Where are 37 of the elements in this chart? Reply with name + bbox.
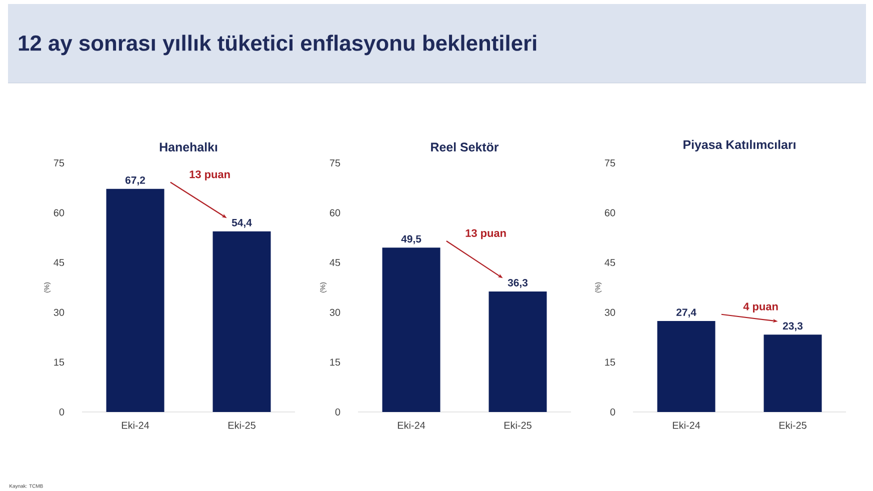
y-tick-label: 60 [54, 209, 64, 216]
y-tick-label: 15 [605, 358, 616, 366]
annotation: 13 puan [190, 170, 230, 180]
x-tick-label: Eki-25 [779, 422, 806, 429]
y-tick-label: 75 [54, 160, 64, 166]
x-tick-label: Eki-24 [672, 422, 700, 429]
y-tick-label: 30 [330, 308, 340, 316]
chart-title: Reel Sektör [431, 142, 499, 152]
y-tick-label: 15 [330, 358, 340, 366]
y-tick-label: 75 [604, 160, 616, 166]
y-tick-label: 45 [330, 259, 340, 266]
y-tick-label: 45 [54, 259, 64, 266]
data-label: 23,3 [782, 322, 803, 332]
y-tick-label: 0 [610, 408, 616, 416]
y-tick-label: 45 [604, 259, 616, 266]
annotation: 4 puan [743, 302, 778, 313]
y-tick-label: 15 [54, 358, 64, 366]
annotation: 13 puan [466, 229, 506, 240]
x-tick-label: Eki-24 [122, 422, 150, 429]
x-tick-label: Eki-25 [504, 422, 532, 429]
x-tick-label: Eki-24 [398, 422, 426, 429]
y-tick-label: 30 [54, 308, 64, 316]
data-label: 67,2 [125, 176, 146, 186]
chart-title: Piyasa Katılımcıları [684, 140, 796, 152]
chart-title: Hanehalkı [160, 142, 218, 152]
data-label: 27,4 [676, 308, 696, 318]
y-tick-label: 60 [330, 209, 340, 216]
y-tick-label: 30 [604, 308, 616, 316]
y-tick-label: 0 [335, 408, 340, 416]
data-label: 54,4 [232, 219, 252, 228]
x-tick-label: Eki-25 [228, 422, 256, 429]
data-label: 49,5 [401, 235, 422, 244]
y-tick-label: 60 [604, 209, 616, 216]
text: 12 ay sonrası yıllık tüketici enflasyonu beklentileri [18, 34, 536, 56]
y-tick-label: 0 [59, 408, 64, 416]
data-label: 36,3 [508, 279, 528, 288]
y-tick-label: 75 [330, 160, 340, 166]
